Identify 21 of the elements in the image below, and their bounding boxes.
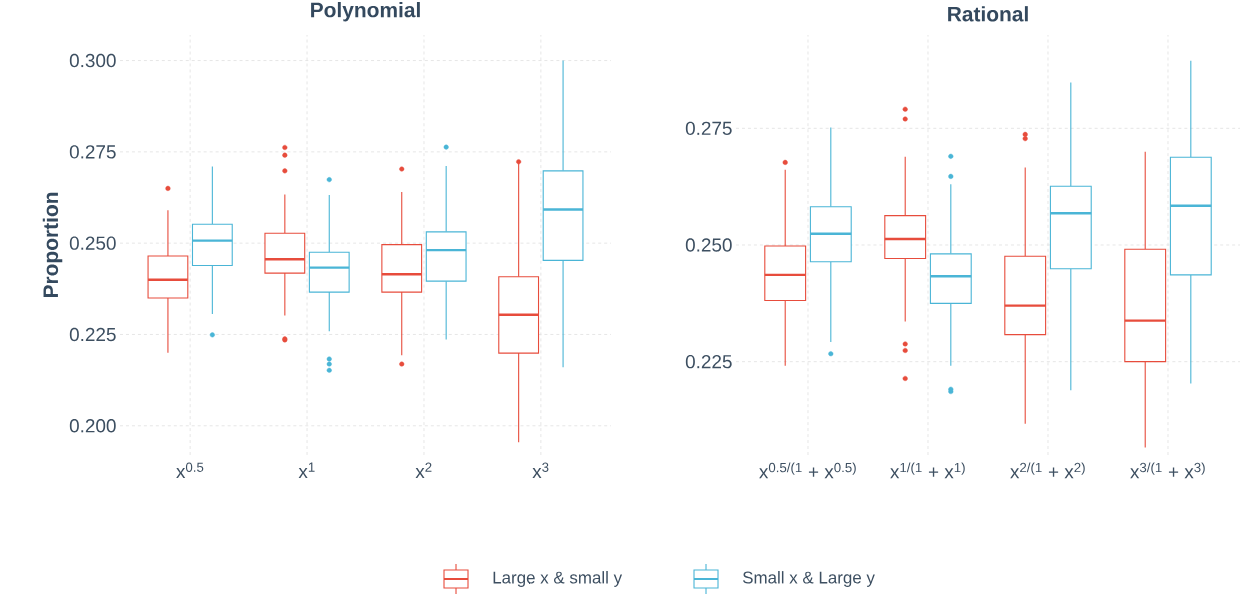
y-tick-label: 0.300 [69,53,116,68]
x-tick-label: x$^{3}$ [532,462,549,479]
x-tick-label: x$^{1}$ [298,462,315,478]
x-tick-label: x$^{2/(1}$ + x$^{2)}$ [1010,462,1085,479]
y-tick-label: 0.250 [69,236,116,250]
chart-title: Rational [948,6,1028,22]
x-tick-label: x$^{0.5/(1}$ + x$^{0.5)}$ [759,462,856,479]
y-tick-label: 0.275 [685,121,732,136]
y-tick-label: 0.200 [69,419,116,433]
y-tick-label: 0.225 [685,354,732,369]
legend-label: Small x & Large y [742,571,875,587]
x-tick-label: x$^{2}$ [415,462,432,479]
y-tick-label: 0.250 [685,238,732,252]
chart-title: Polynomial [311,2,420,22]
y-tick-label: 0.275 [69,145,116,159]
x-tick-label: x$^{3/(1}$ + x$^{3)}$ [1130,462,1205,479]
x-tick-label: x$^{1/(1}$ + x$^{1)}$ [890,462,965,479]
y-axis-title: Proportion [42,192,63,298]
legend-label: Large x & small y [493,571,623,587]
x-tick-label: x$^{0.5}$ [176,462,204,479]
y-tick-label: 0.225 [69,327,116,342]
